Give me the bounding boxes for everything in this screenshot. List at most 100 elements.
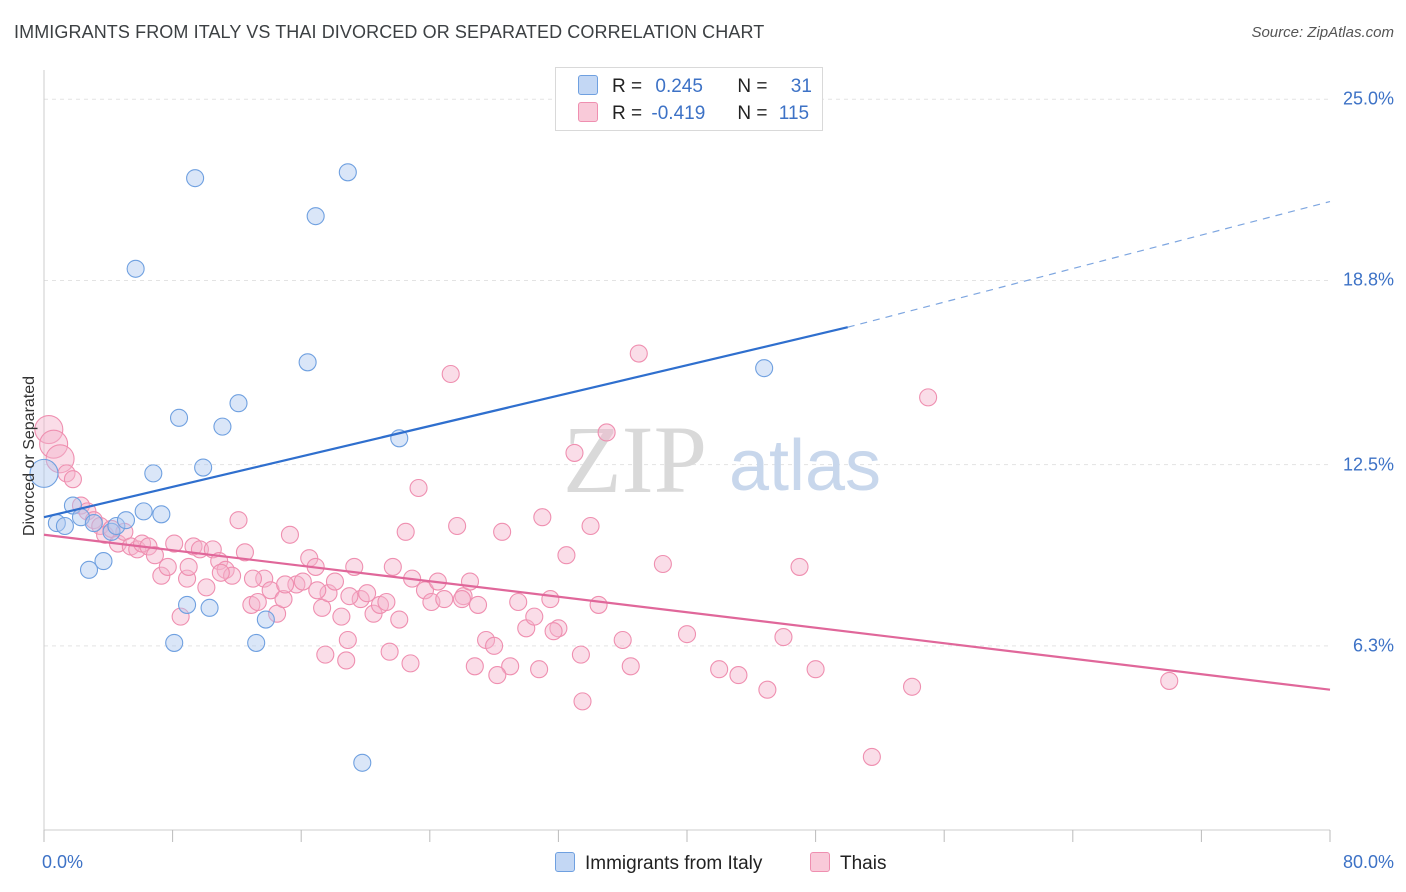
thais-point-75 xyxy=(533,508,552,527)
thais-trend-line xyxy=(43,533,1331,691)
thais-point-70 xyxy=(493,522,512,541)
thais-point-1 xyxy=(39,429,69,459)
thais-point-104 xyxy=(729,666,748,685)
thais-point-88 xyxy=(710,660,729,679)
italy-point-14 xyxy=(165,633,184,652)
thais-point-29 xyxy=(223,566,242,585)
italy-point-5 xyxy=(79,560,99,579)
legend-r-label: R = xyxy=(612,76,643,97)
legend-row-italy: R = 0.245 N = 31 xyxy=(578,75,812,97)
thais-point-103 xyxy=(621,657,640,676)
thais-point-25 xyxy=(197,578,216,597)
legend: R = 0.245 N = 31 R = -0.419 N = 115 xyxy=(555,67,823,131)
italy-point-17 xyxy=(186,169,205,188)
thais-point-97 xyxy=(316,645,335,664)
thais-point-4 xyxy=(63,470,82,489)
thais-point-47 xyxy=(338,630,357,650)
bottom-legend-italy-label: Immigrants from Italy xyxy=(585,853,763,874)
series-italy xyxy=(29,163,774,772)
thais-point-82 xyxy=(589,595,608,614)
thais-point-105 xyxy=(179,557,198,576)
italy-point-19 xyxy=(200,598,219,617)
thais-point-101 xyxy=(530,660,549,679)
y-tick-label-0: 6.3% xyxy=(1352,635,1394,656)
thais-point-19 xyxy=(158,557,177,576)
italy-point-28 xyxy=(353,753,372,772)
thais-point-92 xyxy=(806,660,825,679)
thais-point-85 xyxy=(629,344,648,363)
thais-point-87 xyxy=(677,625,697,644)
thais-point-2 xyxy=(45,444,75,474)
bottom-legend-thais: Thais xyxy=(810,852,886,875)
legend-n-label: N = xyxy=(737,103,768,124)
thais-point-76 xyxy=(541,590,560,609)
italy-point-10 xyxy=(116,511,136,530)
thais-point-38 xyxy=(280,525,299,544)
thais-point-72 xyxy=(509,592,528,612)
legend-swatch-italy xyxy=(578,75,598,95)
thais-point-21 xyxy=(171,607,190,626)
thais-point-74 xyxy=(525,607,544,626)
thais-point-78 xyxy=(557,546,576,565)
thais-point-90 xyxy=(774,628,793,647)
legend-italy-n: 31 xyxy=(790,76,812,97)
thais-point-81 xyxy=(581,516,600,536)
italy-point-16 xyxy=(178,595,197,614)
thais-point-58 xyxy=(409,478,428,498)
thais-point-111 xyxy=(488,666,507,685)
thais-point-46 xyxy=(332,607,351,626)
italy-point-6 xyxy=(84,514,103,533)
thais-point-37 xyxy=(274,590,293,609)
bottom-legend-italy: Immigrants from Italy xyxy=(555,852,762,875)
thais-point-109 xyxy=(308,581,327,600)
italy-point-7 xyxy=(94,552,113,571)
watermark-atlas: atlas xyxy=(729,426,881,506)
thais-point-31 xyxy=(235,543,254,562)
bottom-legend-thais-label: Thais xyxy=(840,853,887,874)
italy-point-9 xyxy=(107,516,126,536)
italy-point-30 xyxy=(755,359,774,378)
italy-point-26 xyxy=(306,207,325,226)
thais-point-107 xyxy=(243,569,263,588)
grid-lines xyxy=(44,98,1330,647)
thais-point-56 xyxy=(396,522,415,541)
thais-point-33 xyxy=(248,592,267,612)
legend-swatch-thais xyxy=(578,102,598,122)
thais-point-102 xyxy=(571,645,590,664)
thais-point-62 xyxy=(435,590,454,609)
italy-trend-line xyxy=(43,326,849,519)
italy-point-21 xyxy=(229,394,248,413)
y-axis-label: Divorced or Separated xyxy=(21,375,38,537)
thais-point-93 xyxy=(862,747,881,766)
series-thais xyxy=(34,344,1179,766)
thais-point-91 xyxy=(790,557,809,576)
thais-point-79 xyxy=(565,443,584,462)
chart-title: IMMIGRANTS FROM ITALY VS THAI DIVORCED O… xyxy=(14,22,765,42)
thais-point-30 xyxy=(229,511,248,530)
thais-point-86 xyxy=(653,554,672,574)
italy-point-8 xyxy=(102,522,121,541)
italy-point-0 xyxy=(29,458,59,488)
thais-point-54 xyxy=(383,557,402,576)
italy-point-20 xyxy=(213,417,232,436)
y-tick-label-2: 18.8% xyxy=(1342,269,1394,290)
italy-point-25 xyxy=(298,353,317,372)
thais-point-59 xyxy=(415,581,435,600)
thais-point-99 xyxy=(380,642,399,661)
thais-point-55 xyxy=(390,610,409,629)
watermark-zip: ZIP xyxy=(563,406,707,513)
thais-point-83 xyxy=(597,423,616,442)
thais-point-67 xyxy=(468,595,488,614)
thais-point-80 xyxy=(573,692,592,711)
italy-point-13 xyxy=(152,505,171,524)
axes xyxy=(43,70,1331,842)
italy-point-11 xyxy=(134,502,153,521)
legend-thais-r: -0.419 xyxy=(651,103,706,124)
x-tick-label-0: 0.0% xyxy=(42,852,84,872)
thais-point-40 xyxy=(293,572,312,591)
legend-thais-n: 115 xyxy=(778,103,810,124)
italy-point-24 xyxy=(126,259,145,278)
legend-italy-r: 0.245 xyxy=(655,76,703,97)
thais-point-112 xyxy=(544,622,563,641)
